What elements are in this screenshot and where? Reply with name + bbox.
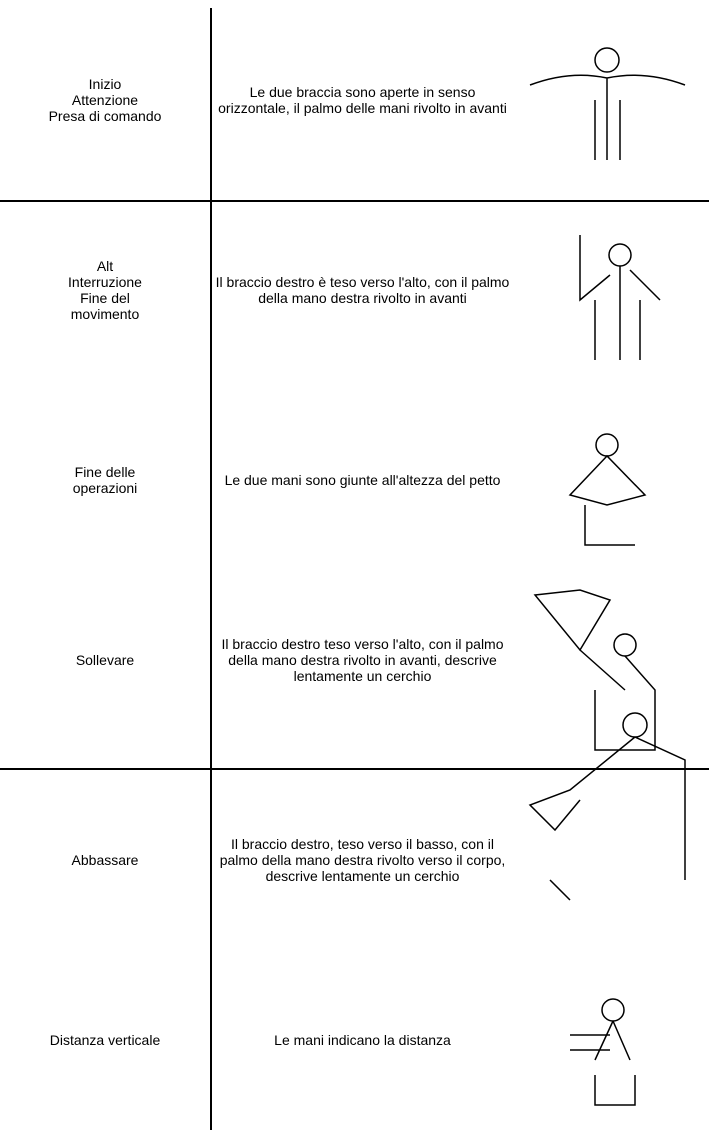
- signal-description: Il braccio destro è teso verso l'alto, c…: [215, 274, 510, 306]
- figure-distance: [570, 998, 636, 1106]
- signal-description: Il braccio destro, teso verso il basso, …: [219, 836, 506, 884]
- signal-line: movimento: [70, 306, 140, 322]
- signal-description: Le mani indicano la distanza: [274, 1032, 451, 1048]
- column-divider: [210, 8, 212, 1130]
- row-divider: [0, 200, 709, 202]
- signal-line: Inizio: [88, 76, 122, 92]
- signal-description: Le due braccia sono aperte in senso oriz…: [218, 84, 507, 116]
- figure-end: [568, 433, 647, 546]
- figure-stop: [579, 235, 661, 360]
- signal-description: Il braccio destro teso verso l'alto, con…: [221, 636, 504, 684]
- signal-line: Distanza verticale: [49, 1032, 161, 1048]
- signal-name: Inizio Attenzione Presa di comando: [0, 40, 210, 160]
- figure-lower: [528, 712, 686, 901]
- signal-line: Interruzione: [68, 274, 142, 290]
- figure-start: [529, 47, 686, 160]
- figure-raise: [533, 589, 656, 751]
- signal-name: Sollevare: [0, 600, 210, 720]
- signal-name: Abbassare: [0, 800, 210, 920]
- signal-name: Distanza verticale: [0, 980, 210, 1100]
- signal-line: Alt: [96, 258, 114, 274]
- row-divider: [0, 768, 709, 770]
- signal-line: operazioni: [72, 480, 138, 496]
- signal-description: Le due mani sono giunte all'altezza del …: [224, 472, 501, 488]
- signal-line: Fine del: [80, 290, 130, 306]
- signal-line: Sollevare: [75, 652, 135, 668]
- signal-line: Abbassare: [71, 852, 139, 868]
- signal-name: Alt Interruzione Fine del movimento: [0, 230, 210, 350]
- signal-figures: [528, 47, 686, 1106]
- signal-line: Fine delle: [74, 464, 136, 480]
- signal-name: Fine delle operazioni: [0, 420, 210, 540]
- signal-line: Attenzione: [71, 92, 139, 108]
- signal-line: Presa di comando: [48, 108, 162, 124]
